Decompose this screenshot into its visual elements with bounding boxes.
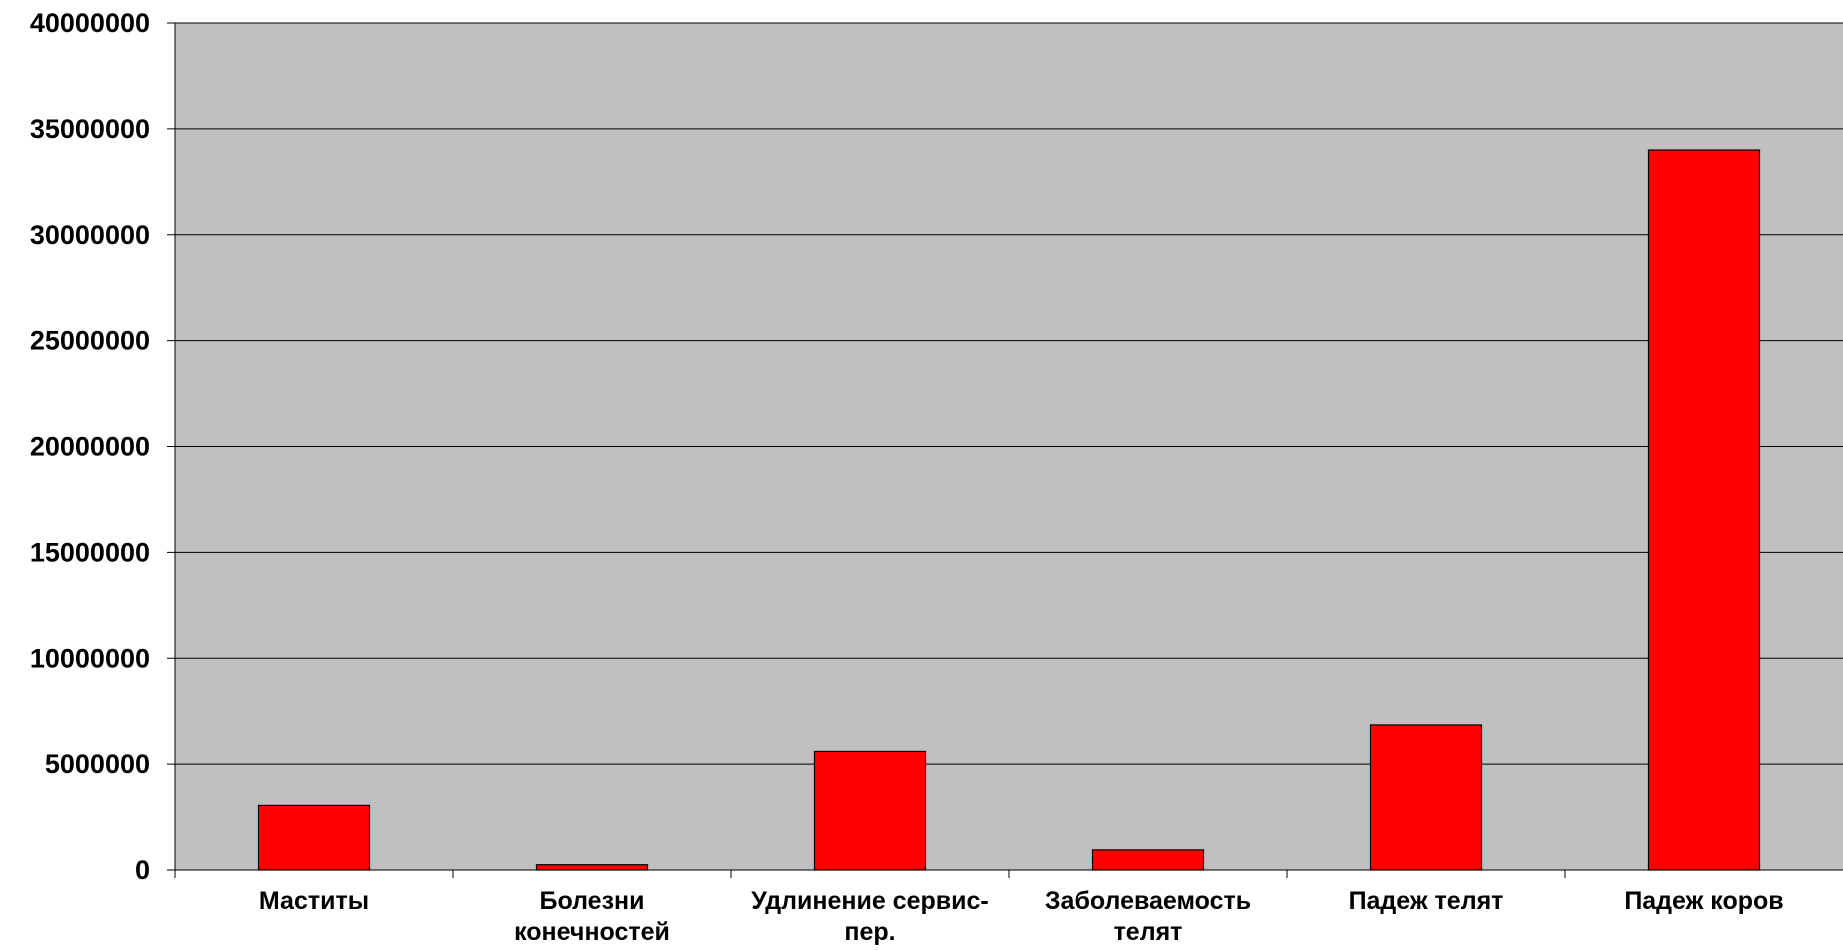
- y-tick-label: 40000000: [30, 8, 150, 38]
- bar: [535, 864, 649, 871]
- bars: [257, 149, 1761, 871]
- x-tick-label-line: пер.: [844, 918, 895, 945]
- x-tick-label: Болезни конечностей: [514, 887, 670, 945]
- x-tick-label-line: Маститы: [259, 887, 369, 915]
- bar: [813, 750, 927, 871]
- x-tick-label-line: телят: [1114, 918, 1183, 945]
- y-tick-label: 10000000: [30, 643, 150, 673]
- x-tick-label: Удлинение сервис-пер.: [751, 887, 988, 945]
- y-tick-label: 15000000: [30, 537, 150, 567]
- x-tick-label: Маститы: [259, 887, 369, 915]
- y-tick-label: 20000000: [30, 432, 150, 462]
- bar: [1647, 149, 1761, 871]
- x-tick-label-line: Падеж телят: [1349, 887, 1504, 915]
- x-tick-label-line: Заболеваемость: [1045, 887, 1251, 915]
- bar: [1369, 724, 1483, 871]
- x-tick-label: Падеж коров: [1624, 887, 1783, 915]
- y-tick-label: 30000000: [30, 220, 150, 250]
- x-tick-label-line: Удлинение сервис-: [751, 887, 988, 915]
- y-tick-label: 5000000: [45, 749, 150, 779]
- x-tick-label-line: конечностей: [514, 918, 670, 945]
- axes: [167, 22, 1843, 878]
- bar: [1091, 849, 1205, 871]
- bar: [257, 804, 371, 871]
- x-tick-label-line: Болезни: [540, 887, 645, 915]
- y-tick-label: 0: [135, 855, 150, 885]
- y-tick-label: 25000000: [30, 326, 150, 356]
- y-tick-label: 35000000: [30, 114, 150, 144]
- gridlines: [175, 22, 1843, 765]
- x-tick-label: Заболеваемость телят: [1045, 887, 1251, 945]
- x-tick-label: Падеж телят: [1349, 887, 1504, 915]
- y-tick-labels: 0 5000000 10000000 15000000 20000000 25000000…: [30, 8, 150, 885]
- x-tick-label-line: Падеж коров: [1624, 887, 1783, 915]
- x-tick-labels: Маститы Болезни конечностей Удлинение серви…: [259, 887, 1784, 946]
